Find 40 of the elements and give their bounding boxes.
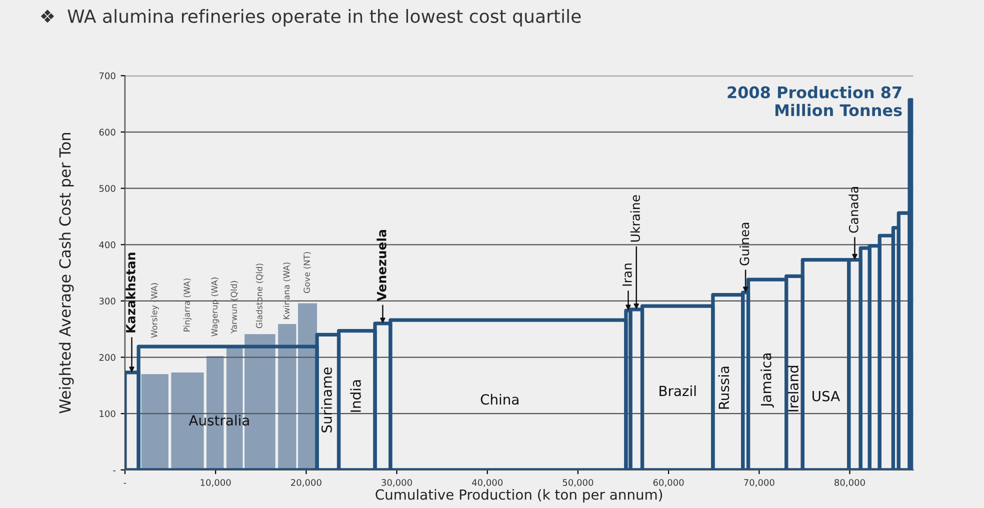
annotation: Ireland: [788, 366, 798, 412]
annotation: Ukraine: [630, 195, 640, 242]
annotation: Iran: [622, 264, 632, 286]
x-tick-label: 60,000: [653, 479, 684, 487]
y-axis-title: Weighted Average Cash Cost per Ton: [58, 133, 74, 414]
annotation: Jamaica: [760, 353, 774, 408]
x-tick-label: -: [124, 482, 126, 484]
x-tick-label: 80,000: [834, 479, 865, 487]
annotation: China: [480, 394, 518, 405]
y-tick-label: 700: [99, 72, 116, 80]
x-tick-label: 70,000: [744, 479, 774, 487]
annotation: Wagerup (WA): [211, 278, 220, 336]
annotation: Canada: [848, 187, 858, 233]
x-tick-label: 10,000: [200, 479, 231, 487]
annotation: Suriname: [321, 367, 332, 432]
y-tick-label: 500: [99, 185, 116, 192]
annotation: Brazil: [660, 385, 696, 396]
chart-title: ❖ WA alumina refineries operate in the lowest cost quartile: [40, 9, 581, 27]
annotation: 2008 Production 87 Million Tonnes: [728, 86, 902, 116]
x-tick-label: 40,000: [472, 479, 503, 487]
x-tick-label: 20,000: [291, 479, 322, 487]
y-tick-label: 200: [99, 354, 116, 361]
y-tick-label: 100: [100, 410, 116, 418]
annotation: Yarwun (Qld): [230, 281, 238, 334]
annotation: USA: [812, 390, 840, 402]
annotation: Pinjarra (WA): [183, 278, 192, 332]
annotation: Gove (NT): [303, 252, 311, 294]
annotation: India: [350, 380, 361, 412]
x-tick-label: 50,000: [562, 479, 594, 487]
annotation: Venezuela: [376, 230, 386, 302]
x-axis-title: Cumulative Production (k ton per annum): [376, 489, 662, 502]
annotation: Guinea: [740, 222, 750, 266]
y-tick-label: 400: [99, 241, 116, 248]
annotation: Gladstone (Qld): [256, 264, 264, 328]
x-tick-label: 30,000: [382, 479, 412, 487]
y-tick-label: 300: [99, 298, 116, 305]
y-tick-label: -: [113, 470, 116, 472]
annotation: Kazakhstan: [126, 252, 136, 332]
annotation: Russia: [718, 366, 730, 409]
y-tick-label: 600: [99, 128, 116, 136]
